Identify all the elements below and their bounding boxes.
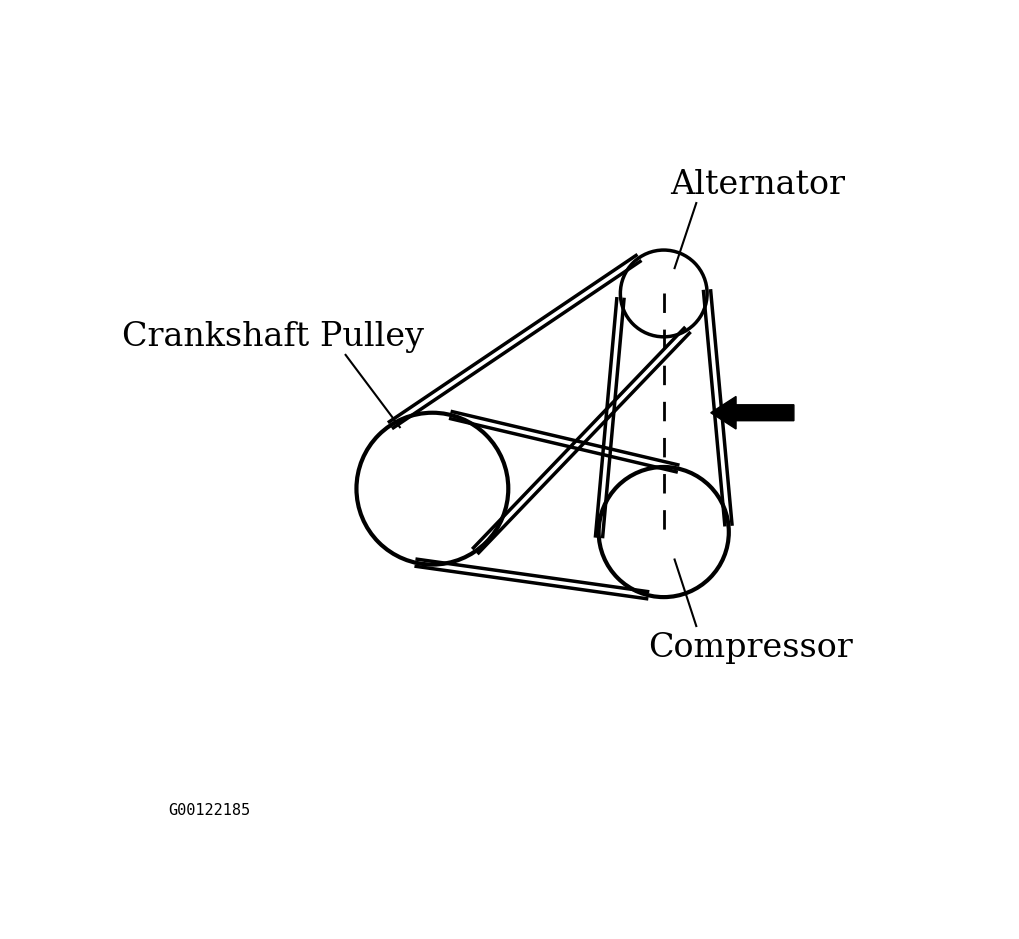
FancyArrow shape [710,396,793,429]
Text: Compressor: Compressor [647,632,852,664]
Text: Alternator: Alternator [669,169,845,201]
Text: G00122185: G00122185 [168,803,251,818]
Text: Crankshaft Pulley: Crankshaft Pulley [122,321,424,353]
